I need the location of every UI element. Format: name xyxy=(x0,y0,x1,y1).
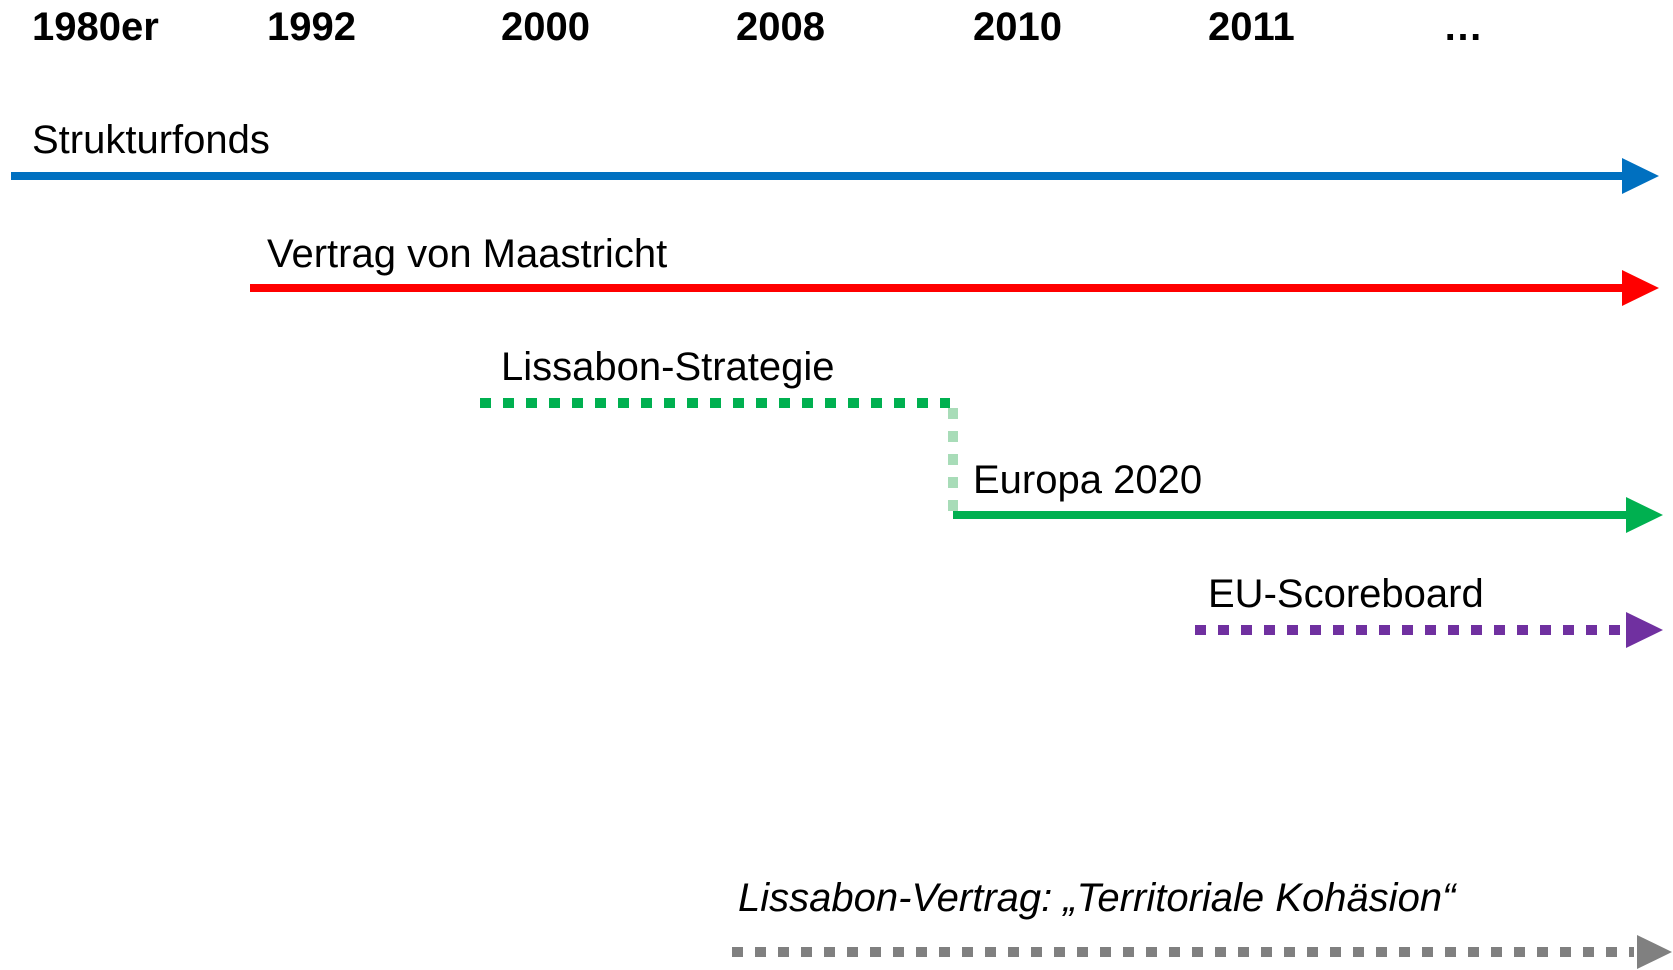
track-label: Europa 2020 xyxy=(973,458,1202,502)
track-label: Lissabon-Strategie xyxy=(501,345,835,389)
track-label: Vertrag von Maastricht xyxy=(267,232,667,276)
arrow-head xyxy=(1622,270,1659,306)
year: 1992 xyxy=(267,5,356,49)
arrow-head xyxy=(1626,497,1663,533)
year: 2011 xyxy=(1208,5,1295,49)
arrow-head xyxy=(1622,158,1659,194)
arrow-head xyxy=(1637,935,1672,969)
year: 2010 xyxy=(973,5,1062,49)
year: 1980er xyxy=(32,5,159,49)
arrow-head xyxy=(1626,612,1663,648)
track-label: Strukturfonds xyxy=(32,118,270,162)
track-label: EU-Scoreboard xyxy=(1208,572,1484,616)
track-label: Lissabon-Vertrag: „Territoriale Kohäsion… xyxy=(738,876,1458,920)
year: 2000 xyxy=(501,5,590,49)
year: 2008 xyxy=(736,5,825,49)
year: … xyxy=(1443,5,1483,49)
year-header: 1980er 1992 2000 2008 2010 2011 … xyxy=(32,5,1483,49)
